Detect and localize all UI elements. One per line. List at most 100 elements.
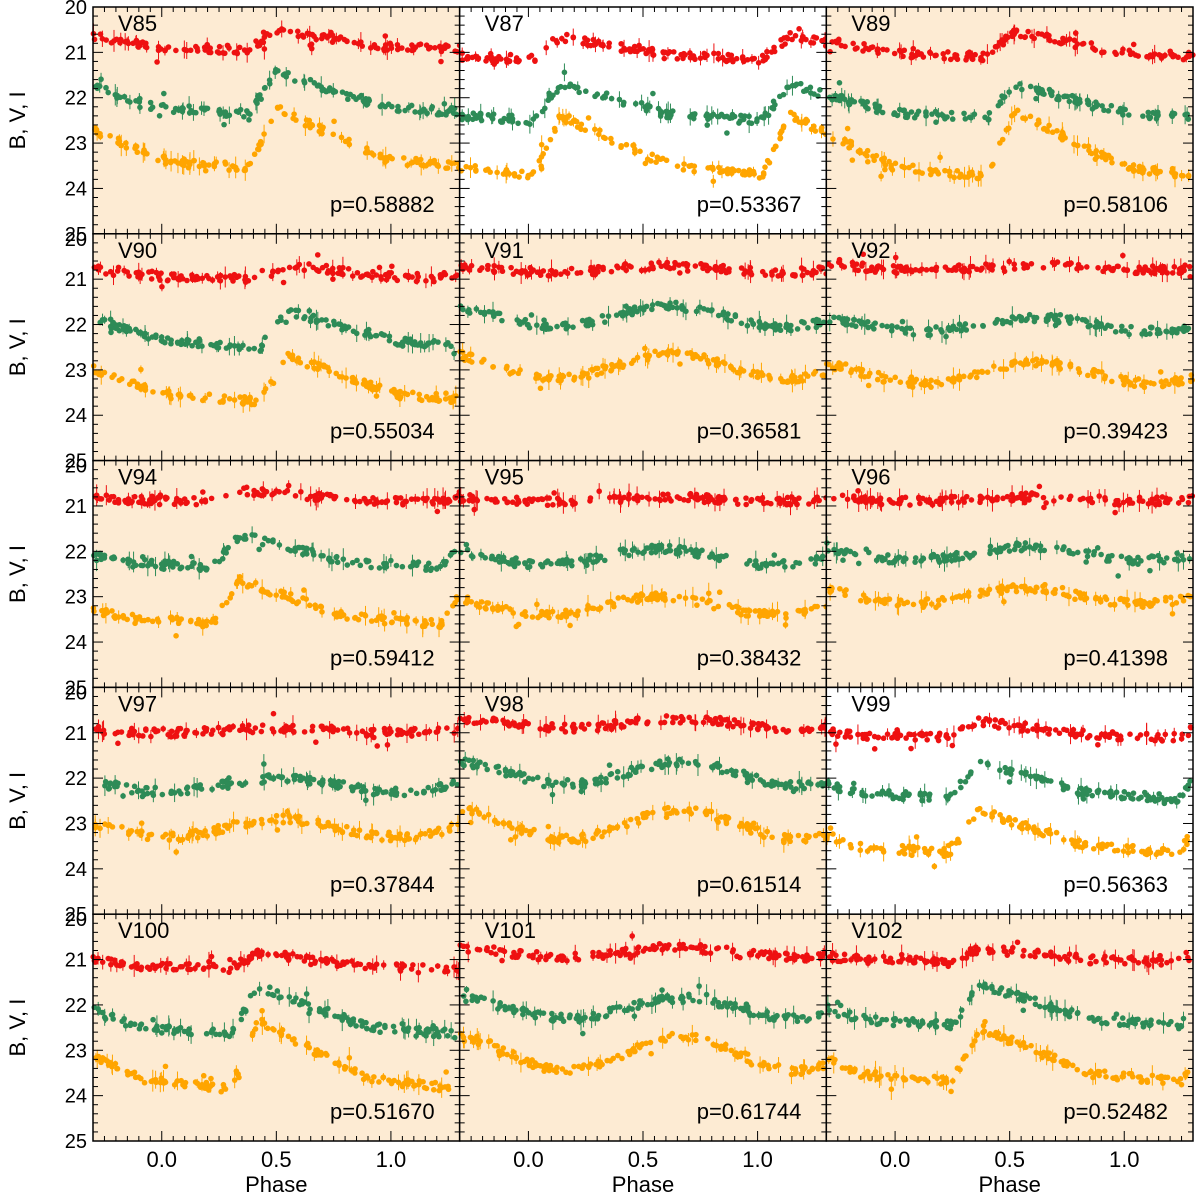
data-point [460,266,466,273]
data-point [1124,267,1131,273]
data-point [774,325,781,331]
data-point [933,324,939,330]
data-point [268,118,274,125]
data-point [191,157,198,164]
data-point [388,557,394,564]
data-point [944,114,950,120]
data-point [874,376,881,383]
data-point [168,158,174,165]
data-point [122,497,128,504]
data-point [221,546,228,553]
data-point [367,45,374,51]
data-point [554,39,561,46]
data-point [492,56,499,62]
data-point [413,618,419,624]
data-point [1019,86,1025,93]
data-point [393,562,400,569]
data-point [438,48,445,55]
data-point [399,563,406,570]
data-point [844,139,850,145]
data-point [479,265,485,271]
data-point [738,265,745,271]
data-point [623,303,629,310]
series-b-band [92,104,462,181]
data-point [460,306,466,313]
data-point [364,101,371,107]
data-point [259,541,266,548]
data-point [693,308,700,315]
panel-v90: V90 p=0.55034 [90,233,461,462]
data-point [280,279,287,286]
data-point [282,111,288,118]
data-point [640,305,646,312]
data-point [336,265,343,271]
data-point [1074,41,1081,47]
data-point [459,50,466,56]
data-point [1182,262,1188,268]
data-point [1151,381,1157,387]
data-point [108,493,115,500]
data-point [416,391,423,398]
data-point [1029,357,1036,364]
data-point [319,609,325,615]
data-point [423,162,429,169]
data-point [657,113,664,119]
data-point [1055,93,1062,100]
data-point [1011,261,1018,268]
data-point [975,369,981,375]
data-point [978,57,984,63]
data-point [1169,270,1176,276]
data-point [1089,106,1096,112]
data-point [107,316,114,323]
data-point [190,395,196,401]
data-point [381,332,388,338]
data-point [921,379,928,386]
data-point [618,48,625,54]
data-point [232,534,239,541]
data-point [794,326,801,332]
data-point [549,36,556,42]
data-point [1108,102,1115,109]
data-point [732,312,739,318]
data-point [1155,330,1162,336]
data-point [1046,86,1053,93]
data-point [499,317,505,324]
data-point [107,132,113,139]
data-point [158,334,165,340]
data-point [223,492,229,499]
data-point [145,336,152,342]
data-point [810,40,817,46]
data-point [256,42,263,49]
data-point [748,372,755,378]
data-point [715,312,722,319]
data-point [463,163,470,170]
data-point [892,374,899,381]
data-point [1027,113,1034,120]
data-point [881,155,888,161]
data-point [280,27,287,33]
data-point [1024,316,1030,322]
data-point [724,130,730,136]
data-point [669,108,676,114]
data-point [619,364,626,371]
data-point [849,157,856,163]
data-point [449,275,455,281]
data-point [173,633,179,639]
data-point [394,394,401,401]
data-point [799,378,806,384]
data-point [253,38,259,44]
data-point [396,389,403,396]
data-point [479,359,485,365]
data-point [804,118,811,124]
data-point [313,267,320,273]
data-point [968,52,974,59]
data-point [928,377,934,384]
data-point [956,373,962,379]
data-point [344,562,351,568]
data-point [157,277,163,283]
data-point [673,299,679,306]
data-point [869,264,875,271]
data-point [620,309,626,316]
data-point [315,82,322,88]
data-point [812,128,819,134]
